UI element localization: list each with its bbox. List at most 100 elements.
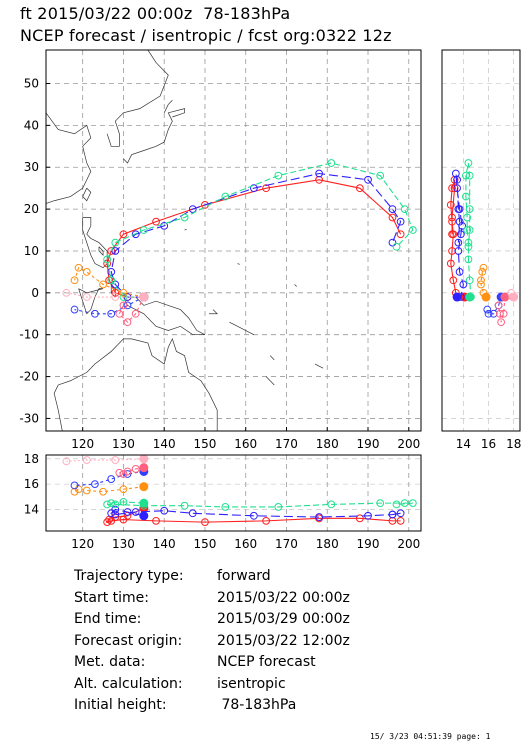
trajectory-marker-side — [455, 217, 464, 226]
trajectory-marker-side — [448, 184, 456, 193]
trajectory-marker-bottom — [396, 509, 405, 518]
coastline-segment — [237, 263, 240, 265]
bottom-xtick-label: 180 — [316, 537, 339, 551]
coastline-segment — [123, 296, 206, 336]
trajectory-marker-bottom — [107, 475, 116, 483]
info-value: isentropic — [217, 675, 286, 692]
trajectory-marker-bottom — [107, 499, 116, 508]
trajectory-line-map — [74, 266, 144, 298]
trajectory-marker-bottom — [388, 510, 397, 519]
trajectory-marker-bottom — [107, 509, 116, 518]
trajectory-marker-map — [364, 175, 372, 184]
trajectory-marker-bottom — [396, 516, 405, 525]
coastline-segment — [106, 50, 169, 147]
trajectory-marker-side — [507, 288, 516, 297]
trajectory-marker-map — [400, 205, 409, 213]
trajectory-marker-map — [107, 247, 116, 255]
trajectory-marker-bottom — [152, 516, 160, 525]
trajectory-marker-side — [479, 263, 488, 272]
trajectory-marker-side — [508, 293, 517, 301]
plot-title-line2: NCEP forecast / isentropic / fcst org:03… — [20, 26, 392, 45]
trajectory-marker-bottom — [131, 508, 140, 516]
trajectory-marker-map — [107, 276, 116, 285]
trajectory-marker-side — [448, 230, 456, 239]
side-xtick-label: 18 — [506, 437, 521, 451]
trajectory-marker-map — [396, 217, 405, 226]
trajectory-marker-map — [119, 301, 128, 310]
trajectory-marker-side — [453, 175, 461, 184]
trajectory-marker-side — [449, 276, 458, 285]
map-xtick-label: 140 — [153, 437, 176, 451]
coastline-segment — [123, 108, 185, 164]
trajectory-marker-bottom — [119, 497, 128, 506]
trajectory-marker-bottom — [123, 470, 132, 478]
trajectory-line-side — [450, 179, 465, 298]
trajectory-marker-map — [91, 309, 99, 318]
map-xtick-label: 170 — [275, 437, 298, 451]
trajectory-marker-side — [483, 305, 492, 314]
trajectory-marker-map — [62, 288, 71, 297]
coastline-segment — [269, 355, 275, 361]
trajectory-marker-bottom — [70, 481, 79, 490]
info-key: Start time: — [74, 589, 149, 606]
coastline-segment — [265, 376, 275, 386]
coastline-segment — [163, 99, 173, 113]
trajectory-marker-map — [99, 280, 107, 289]
trajectory-marker-map — [315, 175, 323, 184]
map-xtick-label: 190 — [357, 437, 380, 451]
trajectory-marker-map — [111, 288, 120, 297]
trajectory-marker-bottom — [201, 518, 209, 527]
trajectory-marker-bottom — [111, 456, 120, 464]
trajectory-marker-map — [388, 213, 397, 222]
trajectory-marker-side — [463, 226, 472, 234]
trajectory-marker-bottom — [91, 480, 99, 489]
trajectory-marker-bottom — [274, 503, 283, 511]
trajectory-line-side — [498, 296, 506, 323]
trajectory-marker-side — [448, 213, 456, 222]
trajectory-marker-map — [70, 305, 79, 314]
trajectory-line-bottom — [110, 508, 401, 518]
side-panel-frame — [441, 49, 521, 432]
trajectory-marker-side — [453, 184, 461, 193]
trajectory-marker-map — [105, 276, 114, 285]
plot-title-line1: ft 2015/03/22 00:00z 78-183hPa — [20, 4, 291, 23]
trajectory-marker-map — [115, 309, 124, 318]
coastline-segment — [294, 284, 297, 287]
bottom-xtick-label: 190 — [357, 537, 380, 551]
bottom-xtick-label: 160 — [234, 537, 257, 551]
coastline-segment — [82, 187, 92, 202]
trajectory-marker-bottom — [221, 503, 230, 511]
trajectory-marker-map — [274, 171, 283, 180]
trajectory-marker-map — [103, 259, 112, 268]
map-xtick-label: 160 — [234, 437, 257, 451]
trajectory-marker-side — [481, 292, 491, 302]
map-xtick-label: 150 — [194, 437, 217, 451]
trajectory-marker-side — [494, 301, 503, 310]
trajectory-marker-bottom — [327, 500, 336, 509]
trajectory-marker-map — [188, 205, 197, 213]
bottom-ytick-label: 18 — [24, 452, 39, 466]
map-ytick-label: 50 — [24, 76, 39, 90]
bottom-xtick-label: 140 — [153, 537, 176, 551]
trajectory-marker-side — [464, 159, 473, 167]
trajectory-marker-side — [478, 268, 487, 276]
trajectory-marker-side — [484, 309, 493, 318]
trajectory-marker-bottom — [111, 500, 120, 509]
bottom-xtick-label: 120 — [71, 537, 94, 551]
trajectory-marker-bottom — [160, 506, 169, 515]
coastline-segment — [209, 309, 219, 315]
trajectory-marker-side — [456, 293, 465, 301]
map-ytick-label: 30 — [24, 160, 39, 174]
trajectory-marker-map — [388, 238, 397, 247]
trajectory-line-bottom — [74, 486, 144, 493]
trajectory-marker-side — [477, 280, 485, 289]
trajectory-marker-map — [327, 159, 336, 167]
trajectory-marker-side — [454, 247, 463, 255]
trajectory-marker-map — [131, 309, 140, 318]
trajectory-marker-map — [262, 184, 271, 193]
trajectory-marker-map — [131, 230, 140, 239]
trajectory-marker-map — [139, 226, 148, 234]
trajectory-marker-map — [139, 292, 149, 302]
trajectory-marker-map — [119, 230, 128, 239]
trajectory-marker-side — [465, 226, 474, 234]
